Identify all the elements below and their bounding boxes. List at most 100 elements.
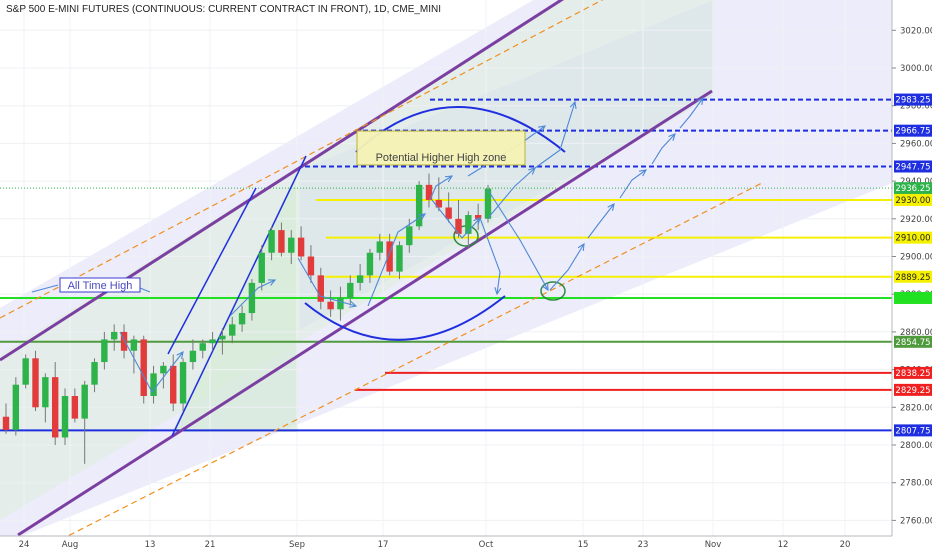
price-label-bg xyxy=(894,231,932,244)
candle xyxy=(386,233,393,276)
candle xyxy=(160,362,167,389)
candle xyxy=(91,358,98,393)
candle-body xyxy=(238,313,246,325)
candle xyxy=(229,316,236,344)
y-tick-label: 2860.00 xyxy=(900,328,932,338)
x-axis[interactable]: 24 Aug 13 21 Sep 17 Oct 15 23 Nov 12 20 xyxy=(0,535,892,550)
candle-body xyxy=(465,215,472,234)
price-label-bg xyxy=(894,182,932,195)
arrow-head xyxy=(577,242,585,252)
candle xyxy=(32,350,39,412)
price-label-bg xyxy=(894,335,932,348)
candle xyxy=(347,275,354,306)
candle-body xyxy=(376,241,383,253)
candle-body xyxy=(406,226,413,246)
candle xyxy=(396,241,403,280)
x-tick-label: 15 xyxy=(578,540,589,550)
projection-arrow xyxy=(479,217,501,295)
chart-title: S&P 500 E-MINI FUTURES (CONTINUOUS: CURR… xyxy=(6,4,442,15)
price-label-bg xyxy=(894,383,932,396)
candle-body xyxy=(297,237,305,257)
candle-body xyxy=(209,339,216,344)
candle xyxy=(435,177,443,212)
all-time-high-label: All Time High xyxy=(59,277,141,293)
candle-body xyxy=(81,384,88,419)
candle-body xyxy=(445,207,452,219)
higher-high-zone-text: Potential Higher High zone xyxy=(376,152,507,164)
candle xyxy=(425,173,433,208)
y-tick-label: 3000.00 xyxy=(900,64,932,74)
candle xyxy=(258,245,265,291)
candle-body xyxy=(317,275,324,302)
x-tick-label: 21 xyxy=(205,540,216,550)
projection-arrow xyxy=(119,331,184,394)
y-axis[interactable]: 2760.002780.002800.002820.002840.002860.… xyxy=(891,0,932,536)
candle-body xyxy=(474,215,482,219)
ath-arrow-right xyxy=(139,287,151,293)
candle-body xyxy=(120,331,128,351)
y-tick-label: 2780.00 xyxy=(900,479,932,489)
arrow-head xyxy=(569,100,577,110)
price-label: 2889.25 xyxy=(894,270,932,283)
y-tick-label: 3020.00 xyxy=(900,26,932,36)
candle xyxy=(307,245,315,283)
projection-arrow xyxy=(487,167,536,219)
candle xyxy=(81,380,88,464)
price-label-text: 2838.25 xyxy=(895,369,930,379)
arrow-head xyxy=(696,96,704,105)
price-label: 2838.25 xyxy=(894,366,932,379)
bottom-arc xyxy=(304,295,506,341)
price-label-bg xyxy=(894,193,932,206)
candle-body xyxy=(51,377,59,438)
projection-arrow xyxy=(229,279,276,317)
candle xyxy=(22,354,29,389)
candle-body xyxy=(415,184,423,227)
candle xyxy=(376,233,383,261)
candle xyxy=(455,199,462,238)
x-tick-label: Aug xyxy=(62,540,79,550)
arrow-head xyxy=(176,351,184,359)
x-tick-label: 17 xyxy=(378,540,389,550)
candle-body xyxy=(2,416,10,430)
price-label-bg xyxy=(894,291,932,304)
price-label-text: 2947.75 xyxy=(895,162,930,172)
channel-upper-line xyxy=(0,0,565,362)
candle xyxy=(219,328,226,355)
candle xyxy=(327,290,334,317)
price-label-bg xyxy=(894,366,932,379)
price-label-bg xyxy=(894,424,932,437)
candle-body xyxy=(268,230,275,253)
candle xyxy=(61,388,69,445)
candle-body xyxy=(347,282,354,298)
price-label-text: 2983.25 xyxy=(895,96,930,106)
projection-arrow xyxy=(487,189,549,291)
projection-arrow xyxy=(549,243,585,291)
candle xyxy=(317,267,324,310)
arrow-head xyxy=(668,133,676,141)
candle-body xyxy=(425,184,433,200)
higher-high-zone: Potential Higher High zone xyxy=(356,130,526,166)
candle xyxy=(12,377,20,436)
candle-body xyxy=(248,282,256,314)
projection-arrow xyxy=(619,169,647,199)
price-labels-layer: 2983.25 2966.75 2947.75 2936.25 2930.00 2910.… xyxy=(894,93,932,437)
rally-triangle-fill xyxy=(172,170,298,432)
candle xyxy=(415,181,423,231)
x-tick-label: Nov xyxy=(705,540,722,550)
candle xyxy=(189,339,197,370)
price-label-text: 2910.00 xyxy=(895,234,930,244)
projection-arrow xyxy=(679,97,704,129)
price-label-text: 2966.75 xyxy=(895,127,930,137)
projection-arrow xyxy=(534,101,576,169)
ath-arrow-left xyxy=(31,284,59,293)
y-tick-label: 2760.00 xyxy=(900,516,932,526)
candle-body xyxy=(337,297,344,310)
price-label-text: 2936.25 xyxy=(895,184,930,194)
channel-lower-dashed xyxy=(66,182,763,536)
price-label: 2854.75 xyxy=(894,335,932,348)
y-tick-label: 2820.00 xyxy=(900,403,932,413)
candle xyxy=(238,305,246,332)
candle xyxy=(337,286,344,321)
